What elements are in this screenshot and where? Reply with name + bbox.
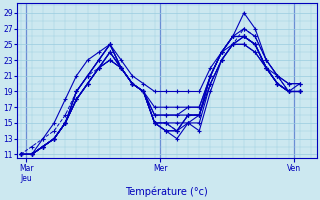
X-axis label: Température (°c): Température (°c) xyxy=(125,186,208,197)
